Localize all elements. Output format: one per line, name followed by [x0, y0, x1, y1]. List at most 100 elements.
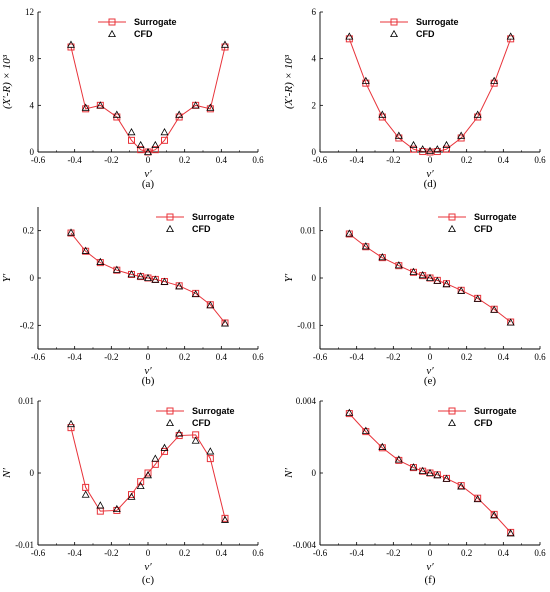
surrogate-marker: [128, 136, 135, 144]
y-axis-label: Y′: [1, 273, 13, 282]
x-tick-label: -0.4: [350, 352, 365, 362]
y-tick-label: -0.2: [20, 320, 34, 330]
surrogate-line: [348, 413, 512, 533]
y-tick-label: 2: [312, 100, 317, 110]
chart-panel-f: -0.6 -0.4 -0.2 0 0.2 0.4 0.6 -0.004 0 0.004 N′ v′(f…: [283, 396, 546, 586]
cfd-marker: [112, 110, 121, 118]
cfd-marker: [345, 229, 354, 237]
x-tick-label: 0.6: [534, 155, 546, 165]
cfd-marker: [409, 267, 418, 275]
x-tick-label: 0: [428, 352, 433, 362]
cfd-marker: [191, 436, 200, 444]
cfd-marker: [81, 246, 90, 254]
cfd-marker: [206, 447, 215, 455]
x-tick-label: -0.6: [31, 155, 46, 165]
y-tick-label: 0: [312, 273, 317, 283]
x-tick-label: 0.6: [252, 352, 264, 362]
cfd-marker: [473, 294, 482, 302]
cfd-marker: [473, 110, 482, 118]
y-axis-label: N′: [1, 468, 13, 479]
surrogate-marker: [161, 447, 168, 455]
legend-cfd-label: CFD: [474, 418, 493, 428]
chart-panel-d: -0.6 -0.4 -0.2 0 0.2 0.4 0.6 0 2 4 6 (X′-R) × 10³ v′…: [283, 7, 546, 190]
y-tick-label: 0: [312, 468, 317, 478]
legend-cfd-label: CFD: [416, 29, 435, 39]
x-tick-label: 0.2: [461, 352, 472, 362]
legend-surrogate-marker: [448, 407, 456, 415]
x-axis-label: v′: [426, 168, 434, 180]
y-tick-label: 4: [30, 100, 35, 110]
surrogate-line: [70, 46, 226, 153]
y-axis-label: (X′-R) × 10³: [1, 54, 13, 109]
chart-panel-a: -0.6 -0.4 -0.2 0 0.2 0.4 0.6 0 4 8 12 (X′-R) × 10³ v…: [1, 7, 264, 190]
x-tick-label: -0.2: [104, 352, 118, 362]
chart-panel-e: -0.6 -0.4 -0.2 0 0.2 0.4 0.6 -0.01 0 0.01 Y′ v′(e) S…: [283, 207, 546, 387]
cfd-marker: [136, 481, 145, 490]
y-tick-label: 6: [312, 7, 317, 17]
x-tick-label: 0.4: [216, 155, 228, 165]
x-tick-label: 0.2: [461, 548, 472, 558]
cfd-marker: [160, 443, 169, 451]
y-tick-label: 0.01: [18, 396, 34, 406]
cfd-marker: [361, 426, 370, 434]
surrogate-marker: [67, 424, 75, 432]
x-tick-label: -0.2: [104, 155, 118, 165]
surrogate-marker: [426, 148, 434, 156]
cfd-marker: [81, 103, 90, 111]
x-tick-label: 0: [428, 155, 433, 165]
legend-surrogate-marker: [390, 18, 398, 26]
y-tick-label: 0.2: [23, 226, 34, 236]
x-tick-label: -0.4: [350, 155, 365, 165]
cfd-marker: [473, 494, 482, 503]
x-tick-label: -0.6: [31, 352, 46, 362]
cfd-marker: [127, 270, 136, 278]
y-tick-label: 0.004: [296, 396, 317, 406]
legend-surrogate-label: Surrogate: [416, 17, 459, 27]
cfd-marker: [378, 442, 387, 450]
x-tick-label: 0: [146, 352, 151, 362]
cfd-marker: [361, 76, 370, 84]
surrogate-marker: [362, 428, 370, 436]
x-axis-label: v′: [144, 561, 152, 573]
cfd-marker: [394, 261, 403, 269]
cfd-marker: [175, 429, 184, 437]
cfd-marker: [345, 32, 354, 40]
cfd-marker: [433, 276, 442, 284]
legend-surrogate-marker: [448, 213, 456, 221]
x-tick-label: -0.2: [104, 548, 118, 558]
y-tick-label: -0.01: [15, 540, 34, 550]
cfd-marker: [136, 272, 145, 280]
cfd-marker: [127, 128, 136, 136]
legend-cfd-marker: [448, 224, 456, 233]
cfd-marker: [442, 140, 451, 149]
y-tick-label: -0.01: [297, 320, 316, 330]
cfd-marker: [490, 305, 499, 313]
cfd-marker: [221, 319, 229, 327]
cfd-marker: [418, 145, 427, 153]
legend-cfd-marker: [166, 224, 174, 233]
surrogate-marker: [137, 146, 145, 154]
surrogate-marker: [137, 478, 145, 486]
x-tick-label: -0.6: [31, 548, 46, 558]
cfd-marker: [378, 110, 387, 118]
cfd-marker: [81, 490, 90, 498]
x-tick-label: -0.6: [313, 352, 328, 362]
cfd-marker: [175, 282, 184, 290]
cfd-marker: [378, 253, 387, 261]
cfd-marker: [394, 455, 403, 463]
cfd-marker: [67, 40, 75, 48]
surrogate-marker: [144, 469, 152, 477]
y-tick-label: 0.01: [300, 226, 316, 236]
legend-surrogate-label: Surrogate: [134, 17, 177, 27]
cfd-marker: [221, 515, 229, 523]
cfd-marker: [457, 482, 466, 490]
x-tick-label: -0.2: [386, 548, 400, 558]
surrogate-line: [70, 427, 226, 519]
x-tick-label: 0.4: [498, 548, 510, 558]
cfd-marker: [457, 131, 466, 139]
cfd-marker: [151, 275, 160, 283]
cfd-marker: [112, 265, 121, 273]
cfd-marker: [426, 468, 434, 477]
x-tick-label: -0.4: [350, 548, 365, 558]
